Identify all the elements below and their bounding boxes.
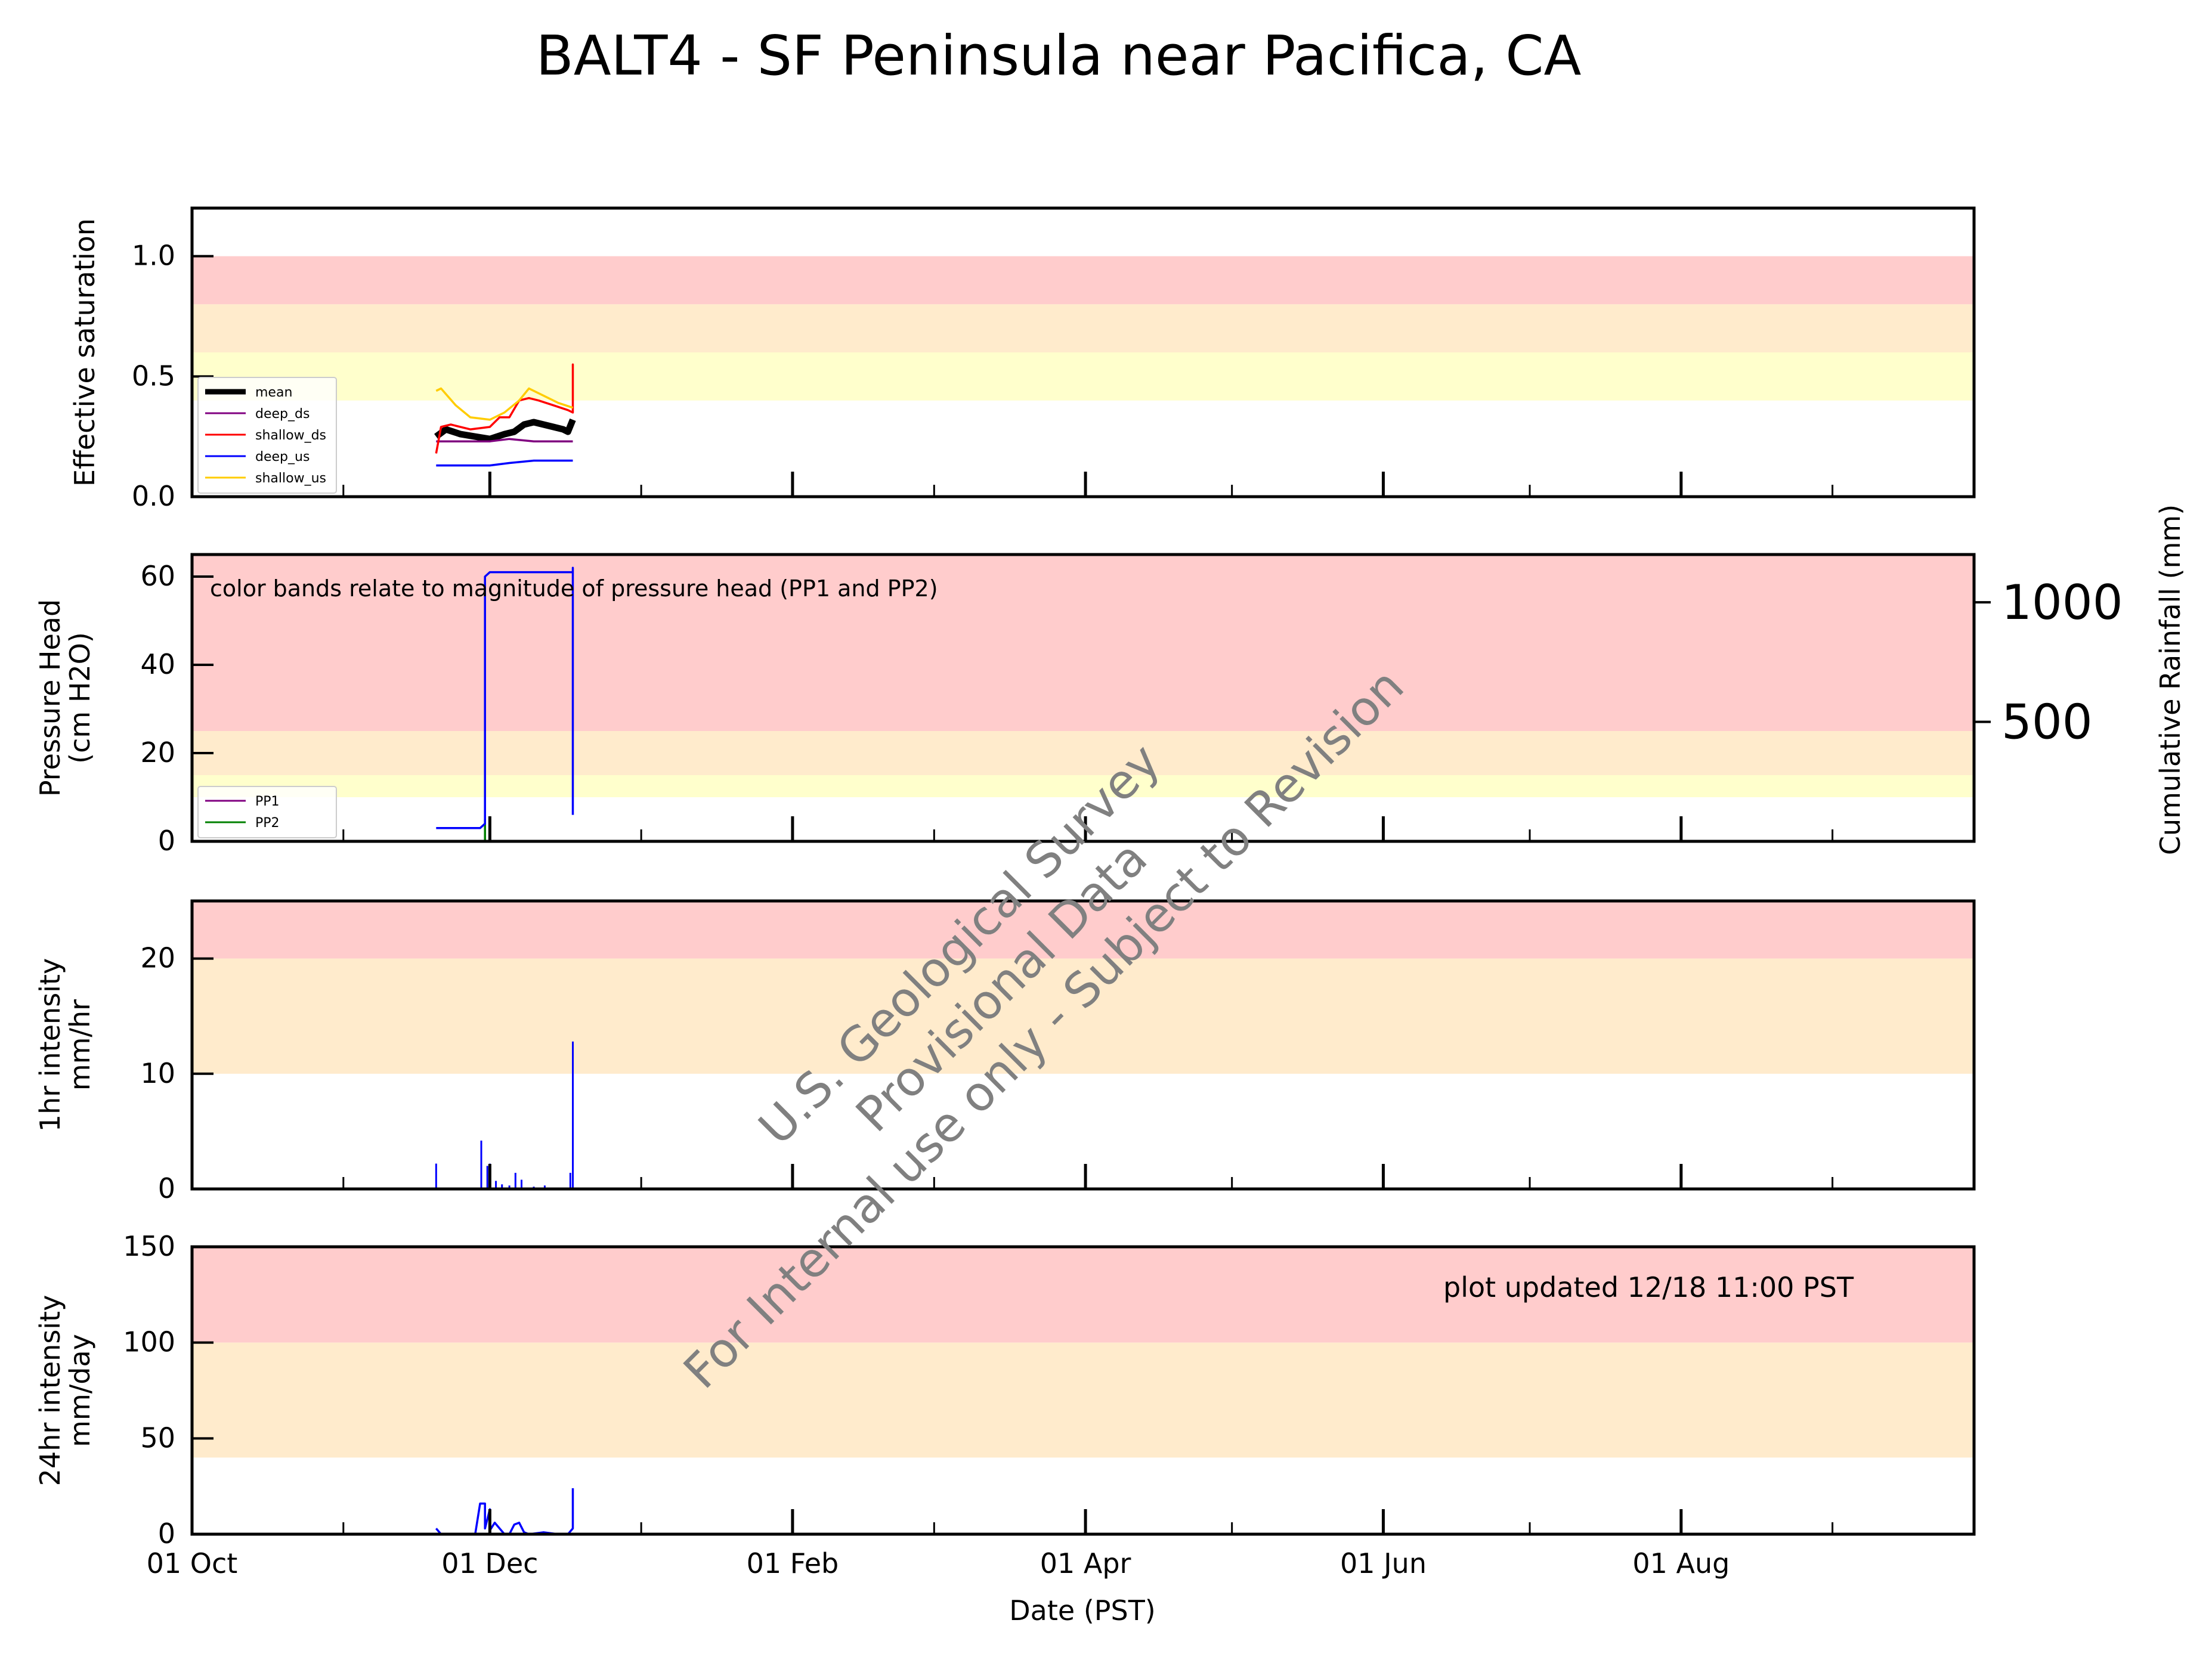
legend-label: PP2 — [255, 816, 280, 831]
color-band-orange — [192, 304, 1974, 352]
color-band-yellow — [192, 352, 1974, 401]
y-tick-label: 10 — [140, 1057, 175, 1089]
color-band-orange — [192, 1342, 1974, 1458]
y-tick-label: 100 — [123, 1326, 175, 1358]
series-deep_us — [436, 459, 573, 467]
pressure-bands-note: color bands relate to magnitude of press… — [210, 575, 938, 602]
y-axis-label: Effective saturation — [69, 218, 101, 487]
y-tick-label: 20 — [140, 736, 175, 769]
x-tick-label: 01 Jun — [1340, 1547, 1427, 1580]
legend: mean deep_ds shallow_ds deep_us shallow_us — [197, 377, 337, 494]
figure-title: BALT4 - SF Peninsula near Pacifica, CA — [536, 24, 1582, 88]
series-deep_ds — [436, 438, 573, 442]
legend-box — [197, 786, 337, 838]
series-shallow_us — [435, 387, 574, 421]
legend-label: deep_us — [255, 450, 310, 464]
y-tick-label: 50 — [140, 1421, 175, 1454]
panel-1: 0.0 0.5 1.0 Effective saturation mean deep_ds… — [69, 206, 1976, 512]
y-tick-label: 20 — [140, 942, 175, 974]
panel-frame — [190, 553, 1976, 843]
y-axis-label: mm/day — [64, 1334, 96, 1447]
legend-label: PP1 — [255, 794, 280, 809]
y-axis-label: Pressure Head — [34, 599, 66, 797]
legend-label: mean — [255, 385, 292, 400]
y-tick-label: 0.5 — [132, 360, 175, 392]
color-band-orange — [192, 731, 1974, 775]
x-axis-label: Date (PST) — [1009, 1594, 1156, 1627]
y-tick-label: 0 — [158, 1517, 175, 1550]
legend-label: deep_ds — [255, 407, 310, 422]
plot-updated-note: plot updated 12/18 11:00 PST — [1443, 1271, 1854, 1303]
legend-label: shallow_us — [255, 471, 326, 486]
y-tick-label: 0 — [158, 1172, 175, 1204]
panel-frame — [190, 1245, 1976, 1536]
y-axis-label: 1hr intensity — [34, 958, 66, 1132]
x-tick-label: 01 Oct — [147, 1547, 238, 1580]
y-tick-label: 0 — [158, 825, 175, 857]
x-tick-label: 01 Feb — [747, 1547, 839, 1580]
y-axis-label: 24hr intensity — [34, 1295, 66, 1486]
color-band-red — [192, 1247, 1974, 1343]
y-tick-label: 150 — [123, 1230, 175, 1262]
y-axis-label: (cm H2O) — [64, 632, 96, 764]
x-tick-label: 01 Apr — [1040, 1547, 1131, 1580]
panel-frame — [190, 899, 1976, 1191]
series-mean — [434, 418, 576, 442]
color-band-orange — [192, 958, 1974, 1074]
y-tick-label: 0.0 — [132, 480, 175, 512]
legend-box — [197, 377, 337, 494]
color-band-red — [192, 901, 1974, 959]
rainfall-axis-label: Cumulative Rainfall (mm) — [2154, 504, 2186, 855]
y-axis-label: mm/hr — [64, 999, 96, 1091]
x-tick-label: 01 Aug — [1632, 1547, 1730, 1580]
panels: 0.0 0.5 1.0 Effective saturation mean deep_ds… — [34, 206, 2123, 1580]
secondary-tick-label: 500 — [2001, 695, 2093, 750]
legend-label: shallow_ds — [255, 428, 326, 443]
y-tick-label: 1.0 — [132, 240, 175, 272]
color-band-red — [192, 256, 1974, 305]
panel-frame — [190, 206, 1976, 498]
y-tick-label: 40 — [140, 648, 175, 680]
color-band-yellow — [192, 775, 1974, 797]
secondary-tick-label: 1000 — [2001, 575, 2123, 630]
color-band-red — [192, 555, 1974, 731]
y-tick-label: 60 — [140, 560, 175, 592]
series-line-2 — [436, 566, 574, 829]
x-tick-label: 01 Dec — [441, 1547, 538, 1580]
